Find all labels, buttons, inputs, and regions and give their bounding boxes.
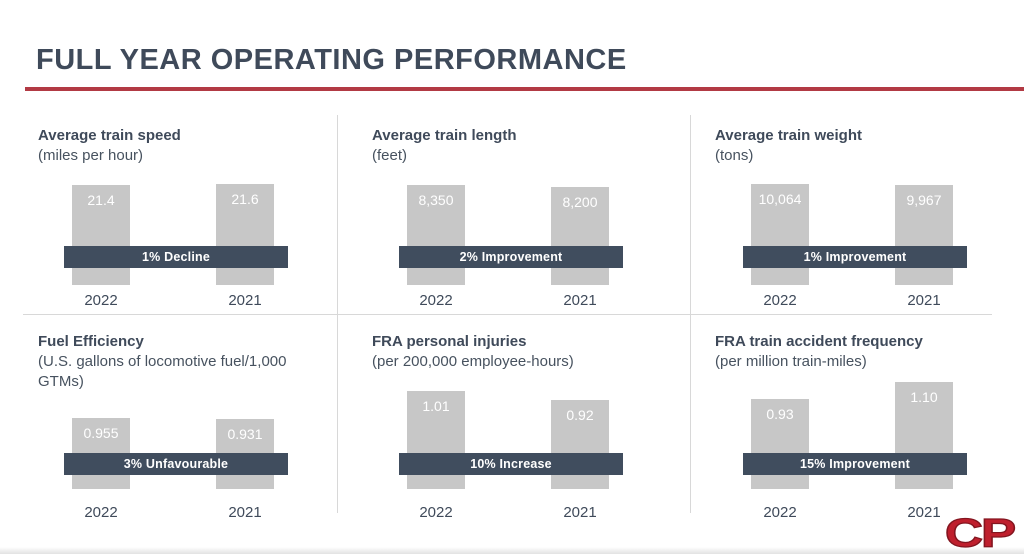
bar-value-label: 0.955 bbox=[83, 425, 119, 441]
bar-value-label: 0.92 bbox=[566, 407, 594, 423]
panel-subtitle: (tons) bbox=[715, 147, 754, 164]
year-label: 2021 bbox=[907, 504, 941, 521]
change-banner: 1% Decline bbox=[64, 246, 288, 268]
bar-value-label: 0.931 bbox=[227, 426, 263, 442]
bar-chart-fra-train-accident-frequency: 0.93 2022 1.10 2021 15% Improvement bbox=[743, 379, 995, 529]
panel-subtitle: (miles per hour) bbox=[38, 147, 144, 164]
year-label: 2021 bbox=[907, 292, 941, 309]
bar-2021: 21.6 bbox=[216, 184, 274, 285]
year-label: 2022 bbox=[763, 504, 797, 521]
change-banner-label: 10% Increase bbox=[470, 457, 552, 471]
bar-2022: 0.93 bbox=[751, 399, 809, 489]
bottom-edge bbox=[0, 547, 1024, 554]
panel-subtitle: (U.S. gallons of locomotive fuel/1,000 G… bbox=[38, 353, 287, 390]
year-label: 2021 bbox=[228, 292, 262, 309]
page-title: FULL YEAR OPERATING PERFORMANCE bbox=[36, 44, 627, 76]
row-divider bbox=[23, 314, 992, 315]
panel-subtitle: (feet) bbox=[372, 147, 408, 164]
bar-value-label: 8,200 bbox=[562, 194, 598, 210]
bar-value-label: 1.10 bbox=[910, 389, 938, 405]
bar-2021: 8,200 bbox=[551, 187, 609, 285]
year-label: 2022 bbox=[419, 504, 453, 521]
change-banner: 15% Improvement bbox=[743, 453, 967, 475]
change-banner: 1% Improvement bbox=[743, 246, 967, 268]
bar-value-label: 1.01 bbox=[422, 398, 450, 414]
bar-value-label: 0.93 bbox=[766, 406, 794, 422]
panel-subtitle: (per 200,000 employee-hours) bbox=[372, 353, 574, 370]
year-label: 2022 bbox=[84, 292, 118, 309]
change-banner: 3% Unfavourable bbox=[64, 453, 288, 475]
bar-2022: 10,064 bbox=[751, 184, 809, 285]
change-banner-label: 3% Unfavourable bbox=[123, 457, 229, 471]
panel-average-train-speed: Average train speed (miles per hour) bbox=[38, 126, 310, 166]
change-banner-label: 1% Improvement bbox=[803, 250, 907, 264]
bar-2022: 21.4 bbox=[72, 185, 130, 285]
bar-chart-average-train-length: 8,350 2022 8,200 2021 2% Improvement bbox=[399, 175, 651, 325]
panel-title: Average train weight bbox=[715, 127, 862, 144]
year-label: 2022 bbox=[84, 504, 118, 521]
panel-title: Average train length bbox=[372, 127, 517, 144]
panel-average-train-weight: Average train weight (tons) bbox=[715, 126, 1007, 166]
year-label: 2022 bbox=[419, 292, 453, 309]
bar-chart-fra-personal-injuries: 1.01 2022 0.92 2021 10% Increase bbox=[399, 379, 651, 529]
cp-logo: CP bbox=[944, 511, 1017, 554]
accent-rule bbox=[25, 87, 1024, 91]
change-banner: 2% Improvement bbox=[399, 246, 623, 268]
year-label: 2021 bbox=[563, 504, 597, 521]
panel-fra-train-accident-frequency: FRA train accident frequency (per millio… bbox=[715, 332, 1007, 372]
year-label: 2022 bbox=[763, 292, 797, 309]
panel-title: Average train speed bbox=[38, 127, 181, 144]
bar-2021: 0.92 bbox=[551, 400, 609, 489]
panel-average-train-length: Average train length (feet) bbox=[372, 126, 662, 166]
panel-fra-personal-injuries: FRA personal injuries (per 200,000 emplo… bbox=[372, 332, 662, 372]
bar-value-label: 9,967 bbox=[906, 192, 942, 208]
bar-value-label: 10,064 bbox=[758, 191, 802, 207]
panel-title: FRA personal injuries bbox=[372, 333, 527, 350]
year-label: 2021 bbox=[228, 504, 262, 521]
change-banner-label: 2% Improvement bbox=[459, 250, 563, 264]
change-banner-label: 15% Improvement bbox=[800, 457, 910, 471]
year-label: 2021 bbox=[563, 292, 597, 309]
change-banner-label: 1% Decline bbox=[141, 250, 210, 264]
bar-2022: 8,350 bbox=[407, 185, 465, 285]
bar-2021: 9,967 bbox=[895, 185, 953, 285]
bar-value-label: 21.6 bbox=[231, 191, 259, 207]
bar-value-label: 21.4 bbox=[87, 192, 115, 208]
bar-chart-average-train-weight: 10,064 2022 9,967 2021 1% Improvement bbox=[743, 175, 995, 325]
panel-fuel-efficiency: Fuel Efficiency (U.S. gallons of locomot… bbox=[38, 332, 310, 392]
panel-subtitle: (per million train-miles) bbox=[715, 353, 867, 370]
bar-chart-average-train-speed: 21.4 2022 21.6 2021 1% Decline bbox=[64, 175, 316, 325]
change-banner: 10% Increase bbox=[399, 453, 623, 475]
panel-title: FRA train accident frequency bbox=[715, 333, 923, 350]
bar-value-label: 8,350 bbox=[418, 192, 454, 208]
panel-title: Fuel Efficiency bbox=[38, 333, 144, 350]
bar-chart-fuel-efficiency: 0.955 2022 0.931 2021 3% Unfavourable bbox=[64, 379, 316, 529]
